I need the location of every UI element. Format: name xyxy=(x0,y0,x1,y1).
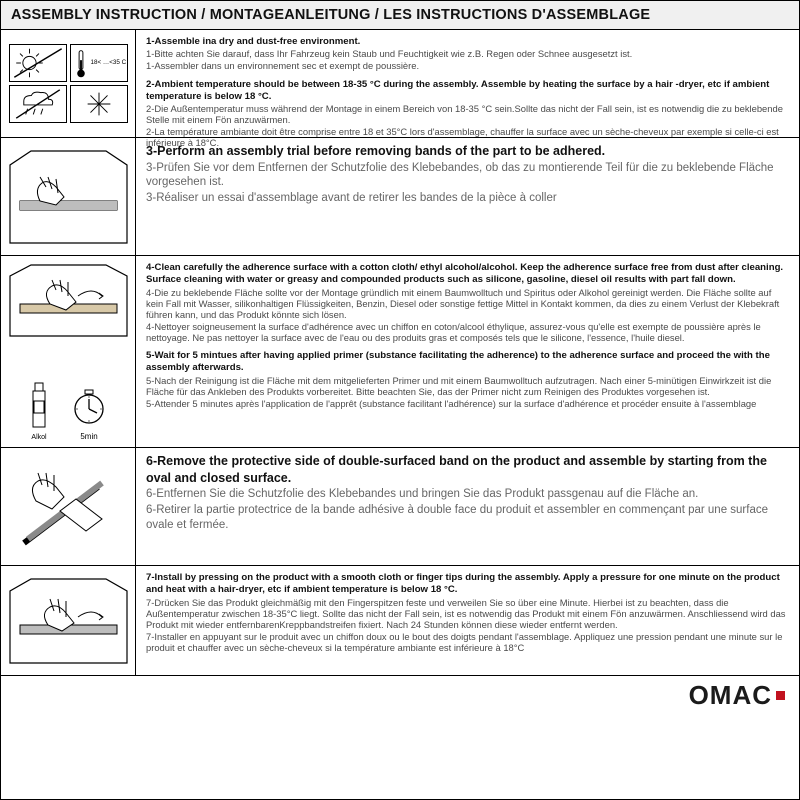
step5-de: 5-Nach der Reinigung ist die Fläche mit … xyxy=(146,375,789,397)
step2-en: 2-Ambient temperature should be between … xyxy=(146,79,769,102)
alcohol-label: Alkol xyxy=(27,434,51,441)
step5-fr: 5-Attender 5 minutes après l'application… xyxy=(146,398,789,409)
icon-press-install xyxy=(1,566,136,675)
icon-trial-fit xyxy=(1,138,136,255)
brand-logo-dot-icon xyxy=(776,691,785,700)
text-step-3: 3-Perform an assembly trial before remov… xyxy=(136,138,799,255)
title-bar: ASSEMBLY INSTRUCTION / MONTAGEANLEITUNG … xyxy=(1,1,799,30)
step4-en: 4-Clean carefully the adherence surface … xyxy=(146,262,783,285)
temp-range-label: 18< …<35 C xyxy=(91,59,127,66)
step3-en: 3-Perform an assembly trial before remov… xyxy=(146,144,605,158)
snowflake-icon xyxy=(70,85,128,123)
step7-en: 7-Install by pressing on the product wit… xyxy=(146,572,780,595)
text-step-7: 7-Install by pressing on the product wit… xyxy=(136,566,799,675)
row-1-2: 18< …<35 C 1-Assemble ina dry and dust-f… xyxy=(1,30,799,138)
step2-de: 2-Die Außentemperatur muss während der M… xyxy=(146,103,789,125)
brand-logo: OMAC xyxy=(689,680,785,711)
row-7: 7-Install by pressing on the product wit… xyxy=(1,566,799,676)
step6-en: 6-Remove the protective side of double-s… xyxy=(146,454,767,485)
icon-clean-primer: Alkol 5min xyxy=(1,256,136,447)
assembly-instruction-sheet: ASSEMBLY INSTRUCTION / MONTAGEANLEITUNG … xyxy=(0,0,800,800)
step1-en: 1-Assemble ina dry and dust-free environ… xyxy=(146,36,360,47)
step1-de: 1-Bitte achten Sie darauf, dass Ihr Fahr… xyxy=(146,48,789,59)
step3-fr: 3-Réaliser un essai d'assemblage avant d… xyxy=(146,191,789,206)
sun-icon xyxy=(9,44,67,82)
icon-environment-temperature: 18< …<35 C xyxy=(1,30,136,137)
text-steps-4-5: 4-Clean carefully the adherence surface … xyxy=(136,256,799,447)
row-6: 6-Remove the protective side of double-s… xyxy=(1,448,799,566)
footer: OMAC xyxy=(1,676,799,714)
no-rain-icon xyxy=(9,85,67,123)
step7-fr: 7-Installer en appuyant sur le produit a… xyxy=(146,631,789,653)
step1-fr: 1-Assembler dans un environnement sec et… xyxy=(146,60,789,71)
thermometer-icon: 18< …<35 C xyxy=(70,44,128,82)
icon-peel-tape xyxy=(1,448,136,565)
step7-de: 7-Drücken Sie das Produkt gleichmäßig mi… xyxy=(146,597,789,630)
row-3: 3-Perform an assembly trial before remov… xyxy=(1,138,799,256)
step3-de: 3-Prüfen Sie vor dem Entfernen der Schut… xyxy=(146,161,789,190)
step6-de: 6-Entfernen Sie die Schutzfolie des Kleb… xyxy=(146,487,789,502)
clock-5min-icon: 5min xyxy=(69,387,109,441)
text-step-6: 6-Remove the protective side of double-s… xyxy=(136,448,799,565)
text-steps-1-2: 1-Assemble ina dry and dust-free environ… xyxy=(136,30,799,137)
alcohol-bottle-icon: Alkol xyxy=(27,381,51,441)
step4-fr: 4-Nettoyer soigneusement la surface d'ad… xyxy=(146,321,789,343)
step4-de: 4-Die zu beklebende Fläche sollte vor de… xyxy=(146,287,789,320)
brand-logo-text: OMAC xyxy=(689,680,772,711)
step6-fr: 6-Retirer la partie protectrice de la ba… xyxy=(146,503,789,532)
step5-en: 5-Wait for 5 mintues after having applie… xyxy=(146,350,770,373)
row-4-5: Alkol 5min 4-Clean carefully the adheren… xyxy=(1,256,799,448)
wait-5min-label: 5min xyxy=(69,432,109,441)
